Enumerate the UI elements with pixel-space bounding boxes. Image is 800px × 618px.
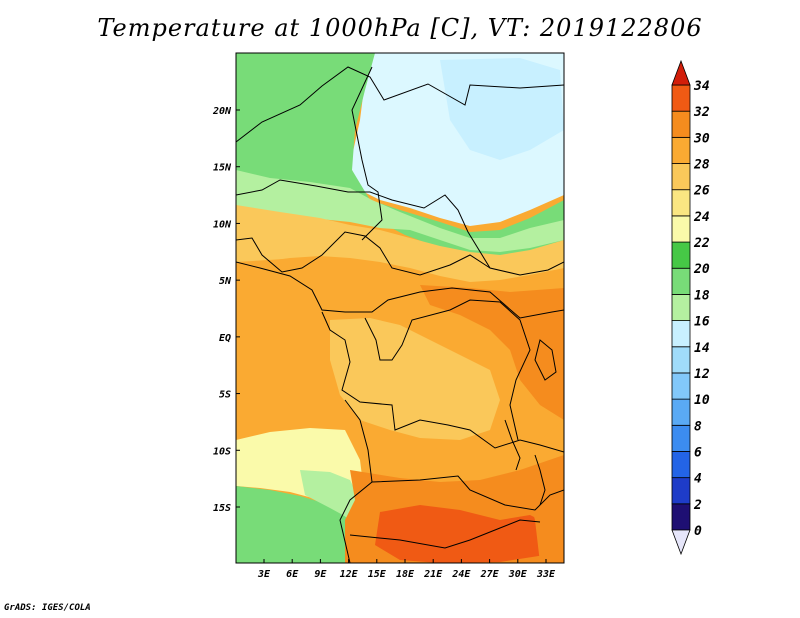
border-line <box>349 519 541 549</box>
border-line <box>236 231 491 276</box>
border-line <box>351 66 383 241</box>
border-line <box>236 179 564 276</box>
lat-tick-label: EQ <box>219 333 231 344</box>
colorbar-label: 6 <box>694 445 702 460</box>
field-sahara-light <box>440 58 564 160</box>
field-southwest-light-green <box>300 470 360 520</box>
colorbar-label: 14 <box>694 341 710 356</box>
lon-tick-label: 30E <box>508 569 528 580</box>
colorbar-bin <box>671 398 691 426</box>
lon-tick-label: 9E <box>314 569 327 580</box>
map-frame <box>235 52 565 564</box>
colorbar-bin <box>671 241 691 269</box>
chart-title: Temperature at 1000hPa [C], VT: 20191228… <box>97 14 703 42</box>
field-southeast-orange <box>520 455 564 563</box>
grads-credit: GrADS: IGES/COLA <box>4 603 91 613</box>
temperature-field <box>236 53 564 563</box>
lat-tick-label: 15N <box>213 163 232 174</box>
lon-tick-label: 12E <box>340 569 359 580</box>
lon-tick-label: 33E <box>536 569 556 580</box>
colorbar-under-triangle <box>671 529 691 556</box>
latitude-axis: 20N 15N 10N 5N EQ 5S 10S 15S <box>212 106 240 514</box>
colorbar-label: 34 <box>693 79 710 94</box>
colorbar-over-triangle <box>671 59 691 86</box>
lon-tick-label: 24E <box>451 569 471 580</box>
colorbar-bin <box>671 189 691 217</box>
colorbar-label: 30 <box>693 131 710 146</box>
border-line <box>534 454 546 506</box>
colorbar-bin <box>671 294 691 321</box>
colorbar-label: 16 <box>694 315 710 330</box>
border-line <box>364 299 531 441</box>
lat-tick-label: 15S <box>213 503 231 514</box>
longitude-axis: 3E 6E 9E 12E 15E 18E 21E 24E 27E 30E 33E <box>257 559 556 580</box>
colorbar-bin <box>671 110 691 138</box>
colorbar-label: 8 <box>694 419 702 434</box>
lon-tick-label: 6E <box>286 569 299 580</box>
colorbar-bin <box>671 320 691 348</box>
colorbar-label: 10 <box>694 393 710 408</box>
colorbar-bin <box>671 477 691 505</box>
lon-tick-label: 18E <box>396 569 415 580</box>
colorbar-bin <box>671 215 691 243</box>
colorbar-bin <box>671 136 691 164</box>
colorbar-bin <box>671 84 691 112</box>
colorbar-bin <box>671 372 691 400</box>
colorbar-bin <box>671 346 691 374</box>
field-south-red-orange <box>375 505 550 563</box>
colorbar-bin <box>671 451 691 479</box>
colorbar-label: 2 <box>693 498 702 513</box>
colorbar-label: 0 <box>694 524 702 539</box>
field-east-dark-orange <box>420 285 564 420</box>
country-borders <box>236 66 564 563</box>
colorbar-label: 4 <box>694 472 702 487</box>
colorbar-label: 24 <box>693 210 710 225</box>
field-sahel-light-green <box>236 170 564 252</box>
lat-tick-label: 10N <box>213 219 232 230</box>
lon-tick-label: 27E <box>480 569 500 580</box>
lat-tick-label: 20N <box>212 106 232 117</box>
colorbar-bin <box>671 503 691 531</box>
field-southwest-green <box>236 486 350 563</box>
border-line <box>236 66 564 143</box>
border-line <box>504 419 521 471</box>
lat-tick-label: 5S <box>219 390 231 401</box>
field-congo-light-orange <box>330 318 500 440</box>
colorbar-bin <box>671 424 691 452</box>
colorbar-label: 20 <box>693 262 710 277</box>
lon-tick-label: 15E <box>368 569 387 580</box>
colorbar-label: 26 <box>693 184 710 199</box>
border-line <box>534 339 557 381</box>
colorbar-label: 28 <box>693 158 710 173</box>
border-line <box>236 261 564 319</box>
lat-tick-label: 5N <box>219 276 232 287</box>
colorbar-bin <box>671 267 691 295</box>
colorbar-bin <box>671 163 691 191</box>
border-line <box>371 475 564 511</box>
colorbar-label: 12 <box>694 367 710 382</box>
colorbar-label: 32 <box>693 105 710 120</box>
lat-tick-label: 10S <box>213 446 231 457</box>
lon-tick-label: 21E <box>423 569 443 580</box>
lon-tick-label: 3E <box>257 569 271 580</box>
colorbar-label: 18 <box>694 288 710 303</box>
colorbar-label: 22 <box>693 236 710 251</box>
border-line <box>321 311 564 453</box>
